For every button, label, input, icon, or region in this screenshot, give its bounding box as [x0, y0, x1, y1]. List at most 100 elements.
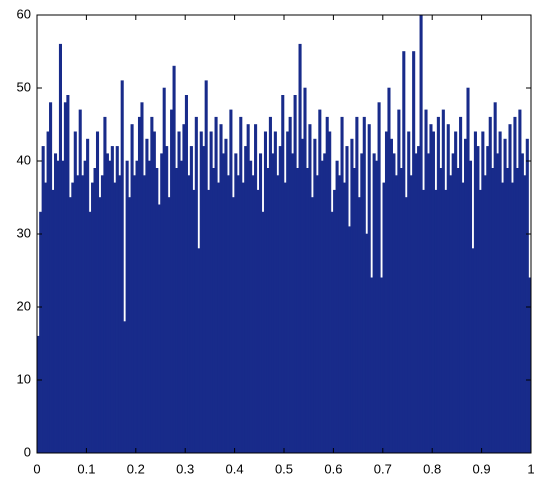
bar — [352, 168, 356, 454]
bar — [404, 197, 408, 454]
x-tick-label: 0.6 — [324, 461, 342, 476]
bar — [523, 175, 527, 454]
bar — [105, 153, 109, 454]
bar — [481, 131, 485, 454]
bar — [244, 146, 248, 454]
x-tick-label: 0.8 — [423, 461, 441, 476]
bar — [464, 138, 468, 454]
bar — [152, 131, 156, 454]
bar — [221, 153, 226, 454]
bar — [296, 168, 300, 454]
bar — [76, 175, 80, 454]
bar — [434, 189, 438, 454]
bar — [323, 153, 327, 454]
bar — [241, 182, 245, 454]
bar — [58, 43, 62, 454]
bar — [133, 175, 137, 454]
bar — [283, 182, 287, 454]
bar — [192, 189, 196, 454]
bar — [268, 116, 272, 454]
bar — [276, 175, 280, 454]
bar — [142, 175, 146, 454]
bar — [308, 124, 312, 454]
bar — [473, 131, 477, 454]
bar — [501, 182, 505, 454]
bar — [486, 146, 490, 454]
bar — [449, 175, 453, 454]
bar — [402, 51, 406, 454]
bar — [281, 95, 285, 454]
bar — [313, 138, 317, 454]
bar — [488, 116, 492, 454]
bar — [165, 146, 169, 454]
bar — [375, 160, 379, 454]
bar — [518, 109, 522, 454]
bar — [412, 51, 416, 454]
bar — [147, 160, 151, 454]
bar — [377, 102, 381, 454]
bar — [256, 189, 260, 454]
bar — [157, 204, 161, 454]
bar — [160, 153, 164, 454]
y-tick-label: 0 — [24, 444, 31, 459]
bar — [167, 197, 171, 454]
bar — [204, 80, 208, 454]
bar — [162, 87, 166, 454]
bar — [286, 131, 290, 454]
bar — [429, 124, 433, 454]
bar — [407, 131, 411, 454]
y-tick-label: 50 — [17, 79, 31, 94]
bar — [73, 131, 77, 454]
bar — [288, 116, 292, 454]
bar — [424, 109, 428, 454]
bar — [135, 160, 139, 454]
bar — [355, 116, 359, 454]
bar — [451, 153, 455, 454]
bar — [362, 116, 366, 454]
bar — [88, 211, 92, 454]
bar — [367, 124, 371, 454]
bar — [197, 248, 201, 454]
bar — [461, 182, 465, 454]
bar — [394, 175, 398, 454]
bar — [46, 131, 50, 454]
bar — [476, 146, 480, 454]
bar — [347, 226, 351, 454]
bar — [436, 116, 440, 454]
bar — [137, 116, 142, 454]
bar — [370, 277, 374, 454]
bar — [110, 146, 114, 454]
bar — [177, 131, 181, 454]
bar — [520, 153, 524, 454]
bar — [466, 87, 470, 454]
bar — [261, 211, 265, 454]
bar — [357, 197, 361, 454]
bar — [91, 182, 95, 454]
bar — [86, 138, 90, 454]
bar — [155, 168, 159, 454]
bar — [459, 116, 463, 454]
bar — [372, 153, 376, 454]
bar — [100, 175, 104, 454]
bar — [515, 168, 519, 454]
bar — [217, 182, 221, 454]
bar — [345, 146, 349, 454]
bar — [234, 153, 238, 454]
bar — [478, 189, 482, 454]
x-tick-label: 0.9 — [473, 461, 491, 476]
bar — [305, 168, 310, 454]
y-tick-label: 60 — [17, 6, 31, 21]
bar — [239, 116, 243, 454]
bar — [249, 160, 253, 454]
bar — [113, 182, 117, 454]
bar — [493, 102, 497, 454]
bar — [56, 160, 60, 454]
bar — [61, 160, 65, 454]
bar — [145, 138, 149, 454]
bar — [254, 124, 258, 454]
bar — [456, 168, 460, 454]
bar — [179, 160, 184, 454]
x-tick-label: 1 — [527, 461, 534, 476]
bar — [315, 175, 319, 454]
